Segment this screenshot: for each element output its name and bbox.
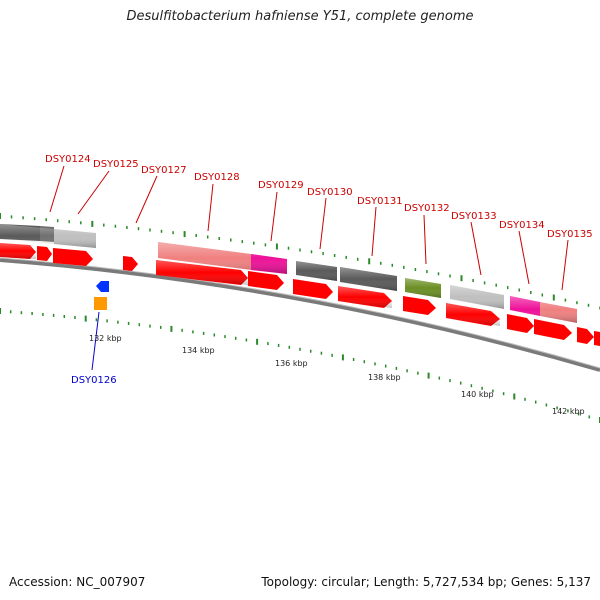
cds-arrow[interactable] <box>123 256 138 271</box>
gene-label[interactable]: DSY0132 <box>404 203 450 214</box>
gene-label[interactable]: DSY0135 <box>547 229 593 240</box>
reverse-cds-arrow[interactable] <box>96 281 109 292</box>
gene-labels: DSY0124 DSY0125 DSY0127 DSY0128 DSY0129 … <box>45 154 593 386</box>
cds-arrow[interactable] <box>403 296 436 315</box>
cds-arrow[interactable] <box>594 331 600 346</box>
tick-track-upper <box>0 213 600 310</box>
gene-label[interactable]: DSY0134 <box>499 220 545 231</box>
gene-label[interactable]: DSY0131 <box>357 196 403 207</box>
feature-track-upper <box>0 224 577 323</box>
gene-label[interactable]: DSY0125 <box>93 159 139 170</box>
scale-label: 142 kbp <box>552 407 585 416</box>
genome-backbone <box>0 258 600 372</box>
gene-label[interactable]: DSY0129 <box>258 180 304 191</box>
accession-text: Accession: NC_007907 <box>9 575 146 589</box>
map-title: Desulfitobacterium hafniense Y51, comple… <box>126 9 474 24</box>
scale-label: 138 kbp <box>368 373 401 382</box>
cds-track-forward <box>0 243 600 346</box>
cds-arrow[interactable] <box>293 279 333 299</box>
scale-label: 136 kbp <box>275 359 308 368</box>
scale-label: 134 kbp <box>182 346 215 355</box>
genome-summary-text: Topology: circular; Length: 5,727,534 bp… <box>261 575 591 589</box>
gene-label[interactable]: DSY0127 <box>141 165 187 176</box>
gene-label[interactable]: DSY0126 <box>71 375 117 386</box>
scale-label: 140 kbp <box>461 390 494 399</box>
scale-labels: 132 kbp 134 kbp 136 kbp 138 kbp 140 kbp … <box>89 334 585 416</box>
cds-arrow[interactable] <box>534 319 572 340</box>
rna-feature[interactable] <box>94 297 107 310</box>
gene-label[interactable]: DSY0133 <box>451 211 497 222</box>
cds-arrow[interactable] <box>248 271 284 290</box>
cds-arrow[interactable] <box>53 248 93 266</box>
scale-label: 132 kbp <box>89 334 122 343</box>
gene-label[interactable]: DSY0124 <box>45 154 91 165</box>
gene-label[interactable]: DSY0130 <box>307 187 353 198</box>
cds-arrow[interactable] <box>577 327 594 344</box>
gene-label[interactable]: DSY0128 <box>194 172 240 183</box>
tick-track-lower <box>0 308 600 423</box>
cds-arrow[interactable] <box>507 314 534 333</box>
label-leaders <box>49 165 569 291</box>
cds-arrow[interactable] <box>37 246 52 261</box>
